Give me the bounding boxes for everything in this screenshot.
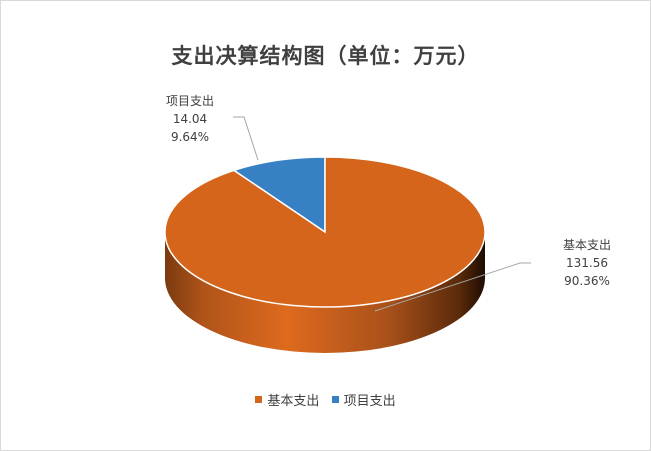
pie-slice-project — [232, 156, 326, 234]
legend-item-basic[interactable]: 基本支出 — [255, 390, 319, 409]
label-name: 基本支出 — [562, 238, 611, 252]
legend-swatch — [331, 396, 339, 403]
data-label-basic: 基本支出 131.56 90.36% — [555, 236, 619, 290]
legend-label: 项目支出 — [343, 394, 396, 409]
leader-line-project — [233, 116, 259, 161]
legend-label: 基本支出 — [267, 394, 320, 409]
pie-slice-basic — [164, 156, 486, 308]
label-value: 14.04 — [172, 112, 208, 126]
label-value: 131.56 — [566, 256, 608, 270]
pie-side-basic — [165, 232, 485, 353]
legend-item-project[interactable]: 项目支出 — [331, 390, 396, 409]
legend: 基本支出 项目支出 — [0, 390, 651, 409]
legend-swatch — [255, 396, 263, 403]
label-percent: 90.36% — [564, 274, 610, 288]
leader-line-basic — [374, 262, 531, 312]
chart-title: 支出决算结构图（单位：万元） — [171, 44, 480, 68]
data-label-project: 项目支出 14.04 9.64% — [160, 92, 220, 146]
label-name: 项目支出 — [165, 94, 214, 108]
label-percent: 9.64% — [170, 130, 210, 144]
